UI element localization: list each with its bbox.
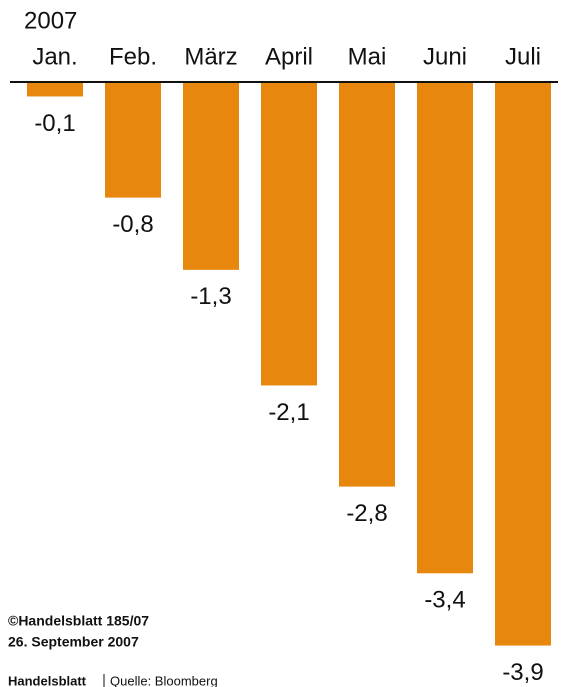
x-tick-label: Juni (423, 43, 467, 70)
x-tick-label: Mai (348, 43, 387, 70)
value-label: -0,8 (112, 211, 153, 238)
x-tick-label: April (265, 43, 313, 70)
value-label: -2,1 (268, 399, 309, 426)
brand: Handelsblatt (8, 673, 87, 687)
x-tick-label: Juli (505, 43, 541, 70)
date: 26. September 2007 (8, 634, 139, 650)
value-label: -3,4 (424, 587, 465, 614)
bar (339, 82, 395, 487)
value-label: -2,8 (346, 500, 387, 527)
x-tick-label: Jan. (32, 43, 77, 70)
value-label: -0,1 (34, 110, 75, 137)
chart-subtitle: 2007 (24, 7, 77, 34)
bar (105, 82, 161, 198)
x-tick-label: Feb. (109, 43, 157, 70)
value-label: -3,9 (502, 659, 543, 686)
copyright: ©Handelsblatt 185/07 (8, 613, 149, 629)
source: Quelle: Bloomberg (110, 673, 218, 687)
x-tick-label: März (184, 43, 237, 70)
value-label: -1,3 (190, 283, 231, 310)
bar (183, 82, 239, 270)
bar (27, 82, 83, 97)
bar (495, 82, 551, 646)
bar (261, 82, 317, 386)
bar (417, 82, 473, 574)
